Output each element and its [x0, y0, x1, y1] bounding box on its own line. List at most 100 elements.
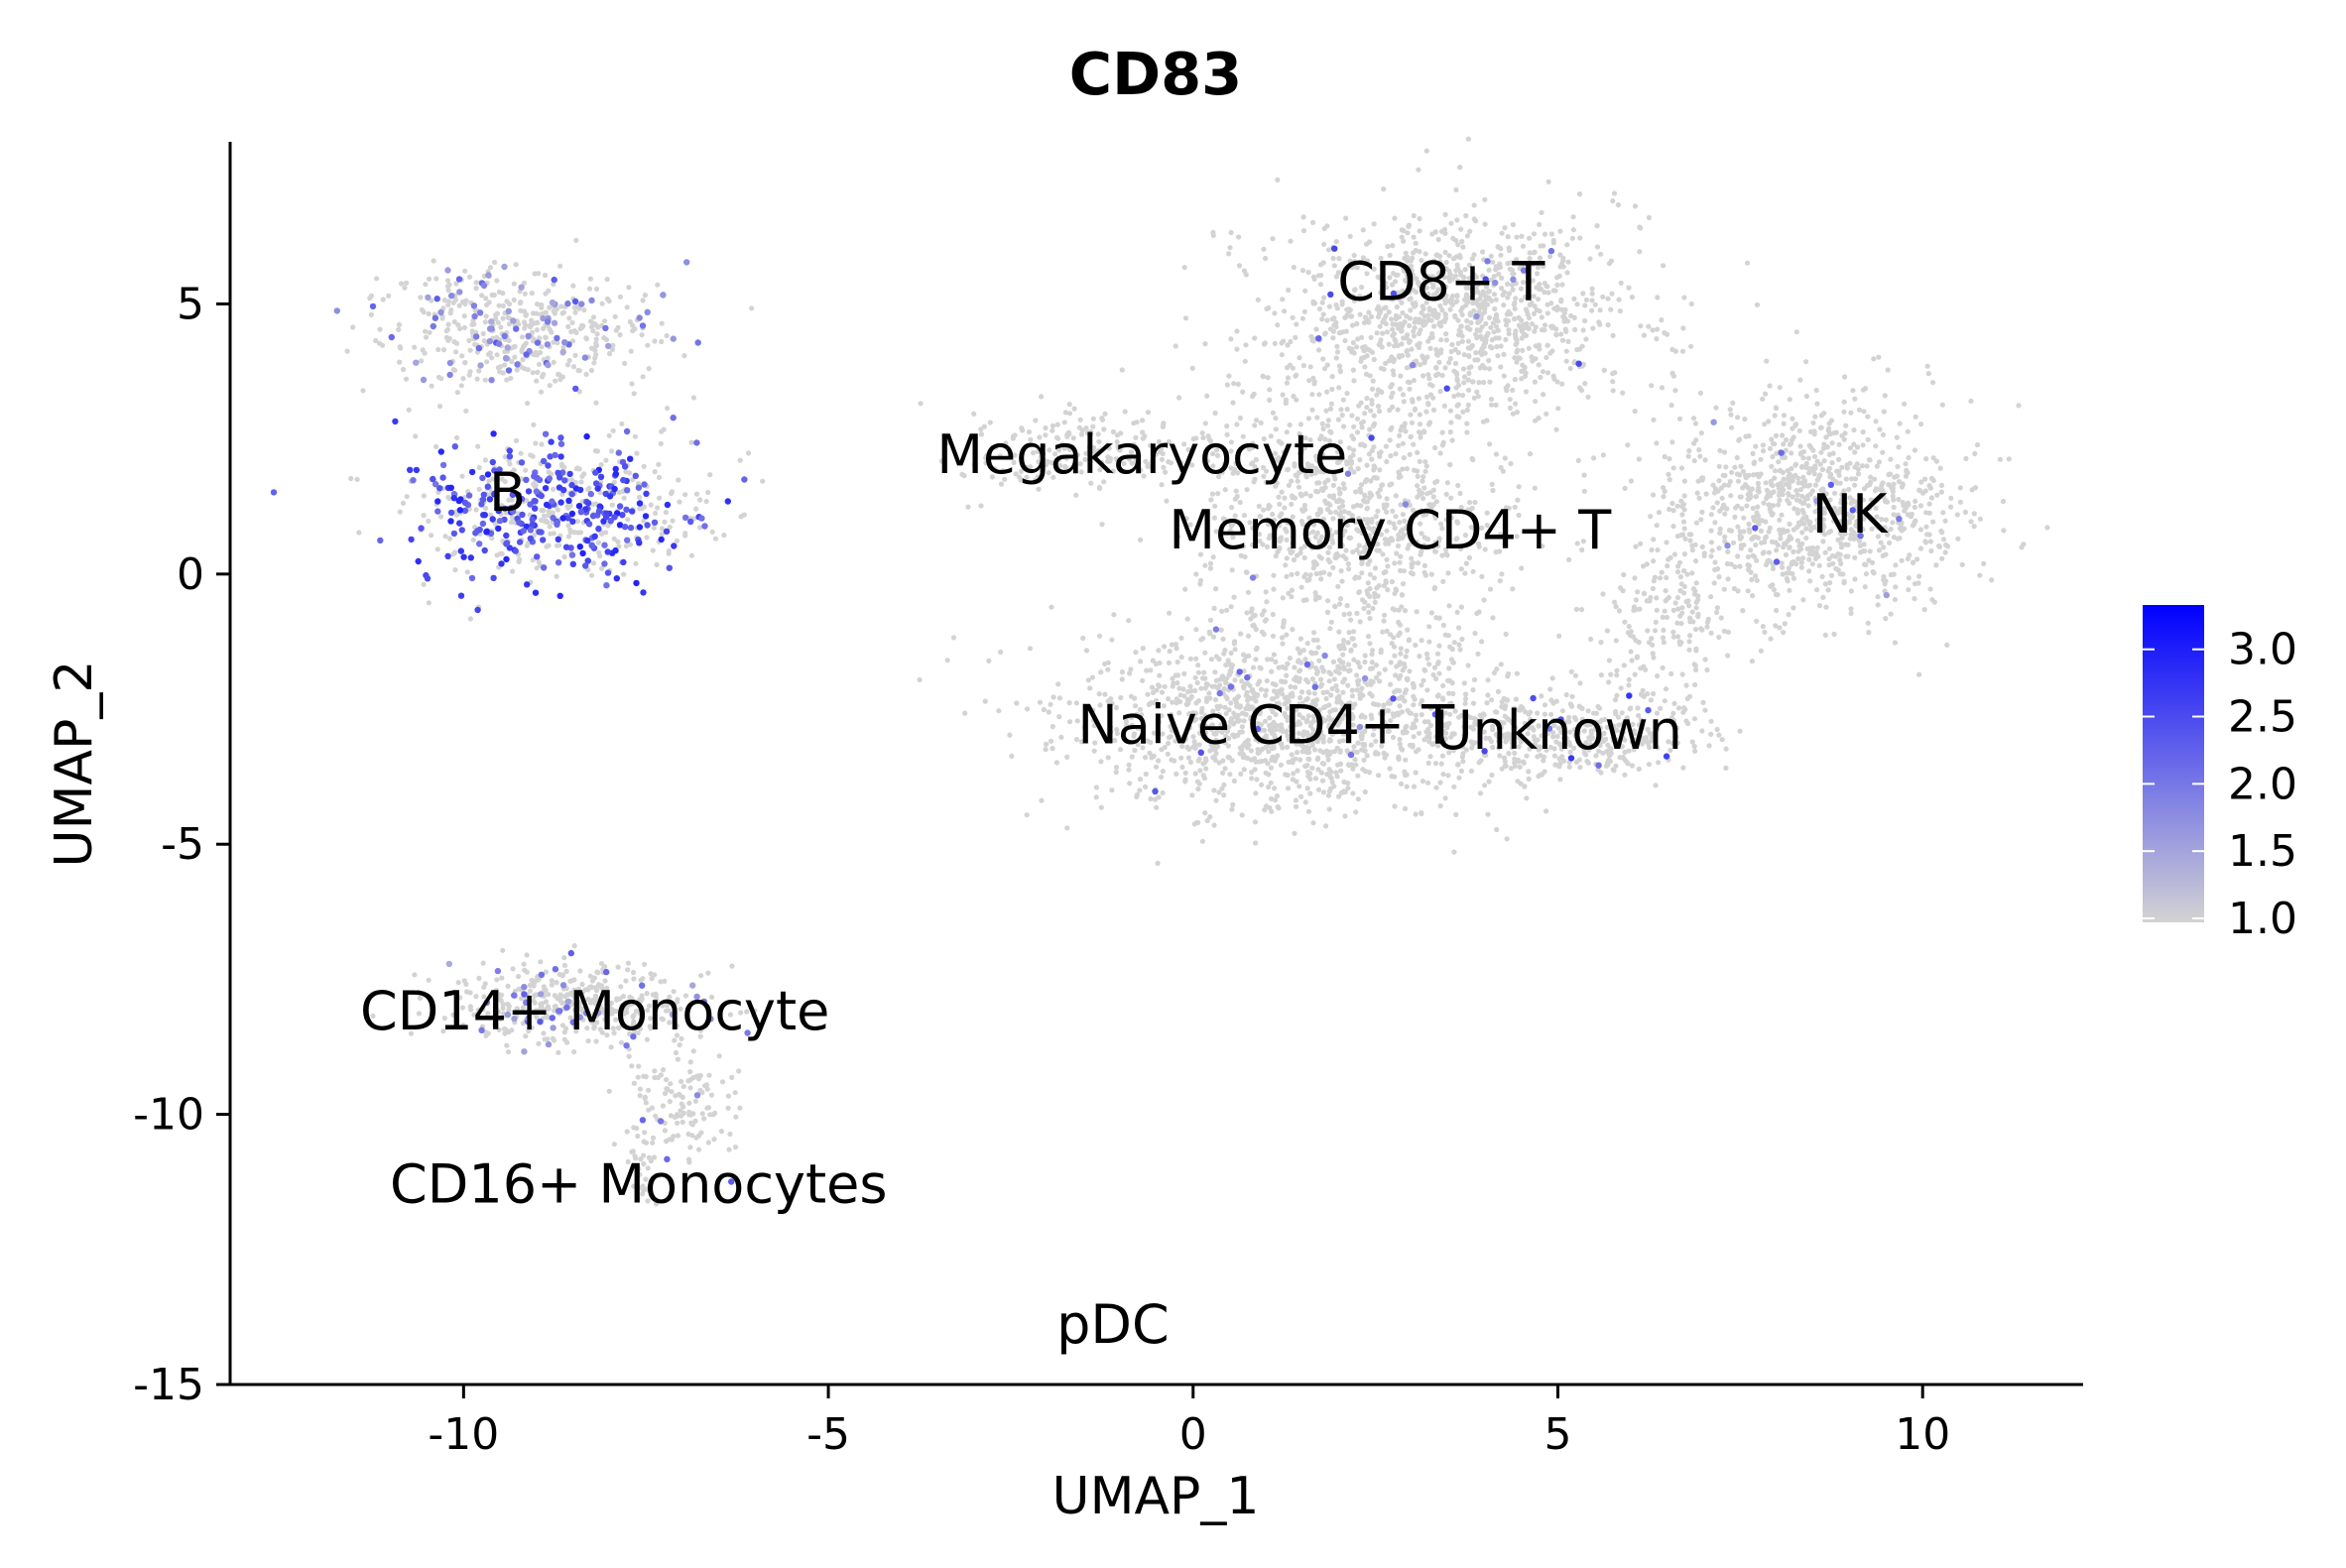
data-point: [1247, 682, 1253, 688]
data-point: [1227, 245, 1233, 251]
data-point: [1297, 667, 1303, 673]
data-point: [1460, 278, 1466, 285]
data-point: [1113, 456, 1119, 462]
data-point: [1230, 732, 1236, 738]
data-point: [510, 485, 516, 491]
data-point: [1487, 379, 1493, 385]
data-point: [1259, 612, 1265, 618]
data-point: [1369, 652, 1375, 658]
data-point: [1468, 768, 1474, 775]
data-point: [1228, 439, 1234, 445]
data-point: [1341, 646, 1347, 652]
data-point: [1212, 410, 1218, 417]
data-point: [1420, 303, 1425, 309]
data-point: [1343, 555, 1349, 562]
data-point: [1403, 757, 1409, 763]
data-point: [1105, 698, 1111, 704]
data-point: [1219, 716, 1225, 722]
data-point: [1330, 328, 1336, 334]
data-point: [1265, 517, 1271, 524]
data-point: [1310, 727, 1316, 733]
data-point: [466, 274, 473, 280]
data-point: [1322, 485, 1328, 491]
data-point: [1000, 468, 1006, 474]
data-point: [558, 303, 564, 309]
data-point: [1037, 699, 1044, 705]
data-point: [1527, 235, 1533, 241]
data-point: [1318, 534, 1324, 541]
data-point: [1359, 334, 1365, 340]
data-point: [1284, 537, 1290, 543]
data-point: [1719, 737, 1725, 743]
data-point: [1458, 604, 1464, 610]
data-point: [1320, 311, 1326, 317]
data-point: [1685, 720, 1691, 727]
data-point: [1472, 630, 1478, 637]
data-point: [1391, 372, 1397, 378]
data-point: [1420, 474, 1426, 480]
data-point: [1435, 615, 1442, 621]
data-point: [1105, 660, 1111, 665]
data-point: [1337, 711, 1343, 717]
data-point: [1737, 436, 1743, 442]
data-point: [1399, 227, 1405, 233]
data-point: [1273, 553, 1279, 559]
data-point: [1295, 478, 1300, 484]
data-point: [1426, 639, 1432, 645]
data-point: [1464, 407, 1470, 414]
data-point: [1485, 677, 1491, 683]
data-point: [579, 473, 585, 479]
data-point: [1370, 648, 1376, 654]
data-point: [1328, 533, 1335, 539]
data-point: [1344, 312, 1350, 318]
data-point: [396, 321, 402, 327]
data-point: [1679, 504, 1685, 510]
data-point: [1609, 291, 1615, 297]
data-point: [1189, 792, 1195, 798]
data-point: [623, 543, 629, 549]
data-point: [570, 364, 577, 370]
data-point: [1398, 672, 1404, 678]
data-point: [1381, 702, 1387, 708]
data-point: [1387, 295, 1393, 301]
data-point: [1399, 300, 1405, 305]
data-point: [1226, 707, 1232, 713]
data-point: [396, 326, 402, 332]
data-point: [561, 464, 567, 470]
data-point: [1408, 282, 1414, 288]
data-point: [1417, 412, 1422, 418]
data-point: [1348, 648, 1354, 654]
data-point: [1381, 316, 1387, 322]
data-point: [1486, 357, 1492, 364]
data-point: [1277, 501, 1283, 507]
data-point: [1362, 364, 1368, 370]
data-point: [1133, 650, 1139, 656]
data-point: [1298, 793, 1304, 799]
data-point: [1699, 728, 1705, 734]
data-point: [1228, 336, 1234, 342]
data-point: [1440, 772, 1446, 778]
data-point: [1454, 403, 1460, 409]
data-point: [1397, 630, 1403, 637]
data-point: [426, 600, 432, 606]
data-point: [1394, 663, 1400, 669]
data-point: [518, 450, 524, 456]
data-point: [1486, 267, 1492, 273]
data-point: [1167, 610, 1173, 616]
data-point: [1512, 377, 1518, 383]
data-point: [1036, 459, 1042, 465]
data-point: [1760, 396, 1766, 402]
data-point: [1681, 478, 1687, 484]
data-point: [1211, 515, 1217, 521]
data-point: [1329, 538, 1335, 543]
data-point: [1482, 546, 1488, 552]
data-point: [1428, 610, 1434, 616]
data-point: [1440, 622, 1446, 629]
data-point: [1359, 531, 1365, 537]
data-point: [1468, 364, 1474, 370]
data-point: [1381, 750, 1387, 756]
data-point: [1039, 467, 1045, 473]
data-point: [945, 439, 951, 445]
data-point: [1339, 413, 1345, 419]
data-point: [1302, 764, 1308, 770]
